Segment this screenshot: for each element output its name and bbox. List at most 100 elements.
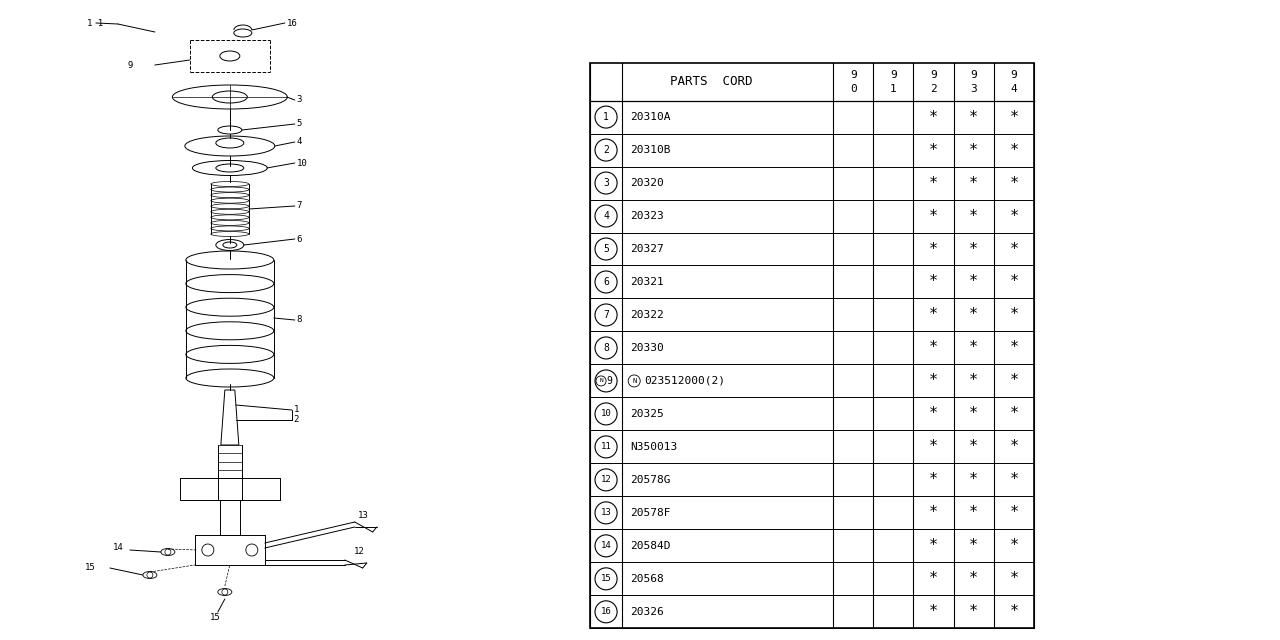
Text: 12: 12 (353, 547, 365, 557)
Text: *: * (929, 374, 938, 388)
Text: *: * (969, 241, 978, 257)
Text: 023512000(2): 023512000(2) (644, 376, 726, 386)
Text: *: * (969, 538, 978, 554)
Text: 20330: 20330 (630, 343, 664, 353)
Text: 3: 3 (297, 95, 302, 104)
Text: 20327: 20327 (630, 244, 664, 254)
Text: 5: 5 (603, 244, 609, 254)
Text: 6: 6 (297, 234, 302, 243)
Text: 13: 13 (600, 508, 612, 517)
Text: 20310A: 20310A (630, 112, 671, 122)
Text: 7: 7 (603, 310, 609, 320)
Text: *: * (1010, 440, 1019, 454)
Text: 9: 9 (607, 376, 612, 386)
Text: *: * (969, 209, 978, 223)
Text: 3: 3 (603, 178, 609, 188)
Text: *: * (1010, 374, 1019, 388)
Text: *: * (1010, 241, 1019, 257)
Text: 3: 3 (970, 84, 977, 93)
Text: 5: 5 (297, 120, 302, 129)
Text: 20321: 20321 (630, 277, 664, 287)
Text: 14: 14 (113, 543, 123, 552)
Text: *: * (929, 538, 938, 554)
Text: *: * (1010, 506, 1019, 520)
Text: 20320: 20320 (630, 178, 664, 188)
Text: 12: 12 (600, 476, 612, 484)
Text: *: * (969, 506, 978, 520)
Text: 6: 6 (603, 277, 609, 287)
Text: 16: 16 (600, 607, 612, 616)
Text: 10: 10 (297, 159, 307, 168)
Text: 9: 9 (931, 70, 937, 79)
Text: 4: 4 (603, 211, 609, 221)
Text: *: * (1010, 175, 1019, 191)
Text: 20578F: 20578F (630, 508, 671, 518)
Text: *: * (969, 275, 978, 289)
Text: *: * (969, 109, 978, 125)
Text: *: * (929, 440, 938, 454)
Text: *: * (929, 307, 938, 323)
Text: 7: 7 (297, 202, 302, 211)
Text: N: N (632, 378, 636, 384)
Text: 16: 16 (287, 19, 297, 28)
Text: 4: 4 (1010, 84, 1018, 93)
Text: 15: 15 (210, 614, 220, 623)
Text: 9: 9 (970, 70, 977, 79)
Text: 10: 10 (600, 410, 612, 419)
Text: 20325: 20325 (630, 409, 664, 419)
Text: *: * (1010, 307, 1019, 323)
Text: 9: 9 (127, 61, 133, 70)
Text: 15: 15 (600, 574, 612, 583)
Text: *: * (969, 572, 978, 586)
Text: 9: 9 (850, 70, 856, 79)
Text: 20584D: 20584D (630, 541, 671, 551)
Text: 13: 13 (357, 511, 369, 520)
Text: *: * (969, 440, 978, 454)
Text: *: * (1010, 406, 1019, 421)
Text: *: * (929, 506, 938, 520)
Text: N350013: N350013 (630, 442, 677, 452)
Text: *: * (929, 472, 938, 488)
Text: 20326: 20326 (630, 607, 664, 617)
Text: *: * (929, 241, 938, 257)
Text: *: * (929, 143, 938, 157)
Text: *: * (969, 374, 978, 388)
Text: 20568: 20568 (630, 574, 664, 584)
Text: 20310B: 20310B (630, 145, 671, 155)
Text: 20578G: 20578G (630, 475, 671, 485)
Text: *: * (1010, 143, 1019, 157)
Text: 8: 8 (297, 316, 302, 324)
Text: 15: 15 (84, 563, 95, 573)
Text: *: * (929, 275, 938, 289)
Text: *: * (1010, 209, 1019, 223)
Text: 9: 9 (890, 70, 897, 79)
Text: PARTS  CORD: PARTS CORD (671, 75, 753, 88)
Text: 2: 2 (603, 145, 609, 155)
Text: *: * (929, 604, 938, 620)
Text: 2: 2 (931, 84, 937, 93)
Text: *: * (1010, 340, 1019, 355)
Text: *: * (929, 340, 938, 355)
Text: *: * (1010, 572, 1019, 586)
Text: *: * (929, 175, 938, 191)
Text: 14: 14 (600, 541, 612, 550)
Text: *: * (1010, 604, 1019, 620)
Text: *: * (969, 472, 978, 488)
Text: *: * (969, 307, 978, 323)
Text: 1: 1 (294, 404, 300, 413)
Text: 9: 9 (1010, 70, 1018, 79)
Text: 11: 11 (600, 442, 612, 451)
Text: *: * (1010, 472, 1019, 488)
Text: *: * (1010, 109, 1019, 125)
Text: *: * (969, 175, 978, 191)
Text: *: * (929, 109, 938, 125)
Text: *: * (1010, 275, 1019, 289)
Text: 0: 0 (850, 84, 856, 93)
Text: *: * (929, 209, 938, 223)
Text: *: * (1010, 538, 1019, 554)
Text: 20322: 20322 (630, 310, 664, 320)
Text: *: * (969, 604, 978, 620)
Text: *: * (969, 406, 978, 421)
Text: 2: 2 (294, 415, 300, 424)
Text: 20323: 20323 (630, 211, 664, 221)
